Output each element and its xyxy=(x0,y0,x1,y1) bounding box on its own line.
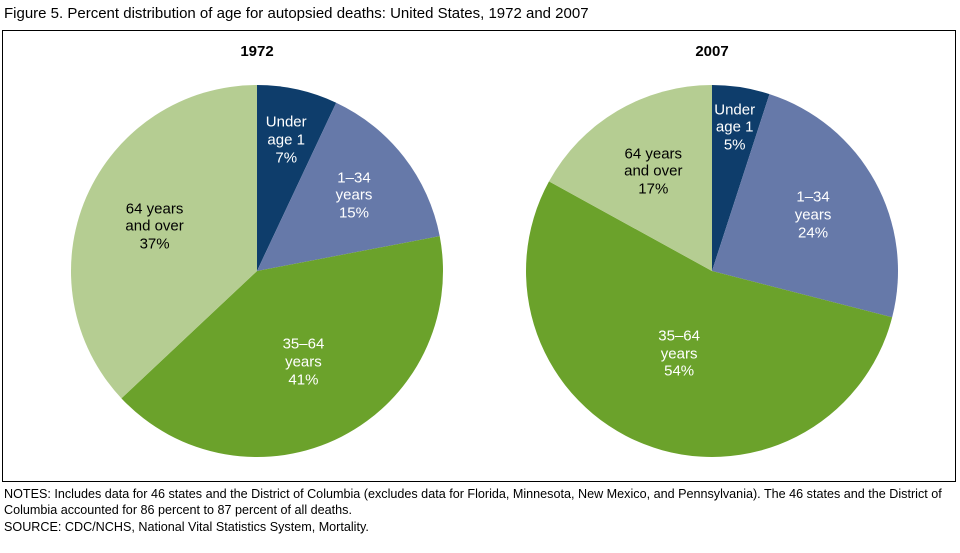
pie-slice-1-34 xyxy=(257,102,440,271)
chart-year-heading-1972: 1972 xyxy=(240,43,274,60)
chart-panel: 1972 2007 Under age 1 7% 1–34 years 15% 35–64 y… xyxy=(2,30,956,482)
pie-slice-under-1 xyxy=(712,85,770,271)
pie-svg xyxy=(526,85,899,457)
pie-slice-35-64 xyxy=(526,181,893,457)
pie-slice-under-1 xyxy=(257,85,337,271)
figure-footer: NOTES: Includes data for 46 states and t… xyxy=(4,486,954,535)
pie-slice-1-34 xyxy=(712,94,899,318)
pie-slice-64-over xyxy=(549,85,712,271)
chart-year-heading-2007: 2007 xyxy=(695,43,729,60)
pie-chart-2007: Under age 1 5% 1–34 years 24% 35–64 years 54% 64 … xyxy=(522,81,902,461)
pie-chart-1972: Under age 1 7% 1–34 years 15% 35–64 years 41% 64 … xyxy=(67,81,447,461)
figure-notes: NOTES: Includes data for 46 states and t… xyxy=(4,487,942,518)
figure-title: Figure 5. Percent distribution of age fo… xyxy=(4,5,589,22)
pie-svg xyxy=(70,84,444,458)
pie-slice-64-over xyxy=(70,84,257,399)
pie-slice-35-64 xyxy=(121,236,444,458)
figure-source: SOURCE: CDC/NCHS, National Vital Statist… xyxy=(4,519,369,534)
